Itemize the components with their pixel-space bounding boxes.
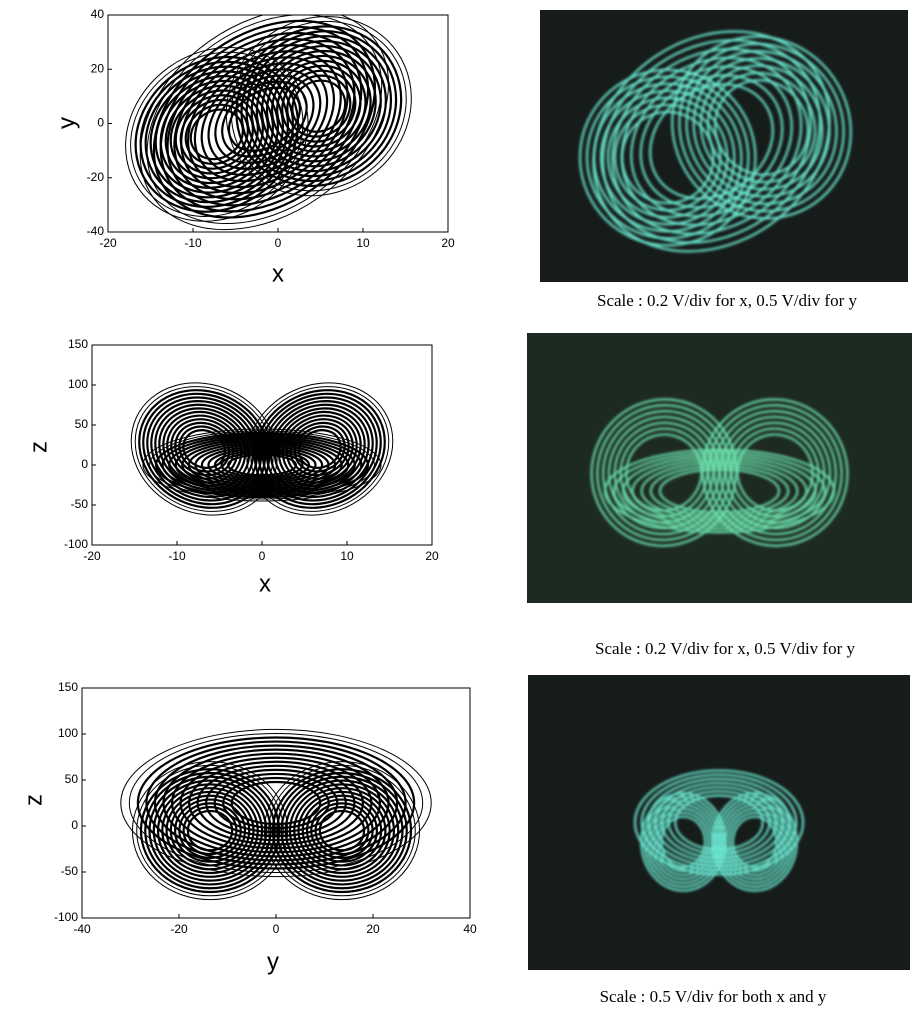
caption: Scale : 0.5 V/div for both x and y (600, 987, 827, 1006)
y-tick-label: 50 (75, 417, 89, 431)
y-tick-label: 40 (91, 7, 105, 21)
x-tick-label: 0 (275, 236, 282, 250)
y-tick-label: 100 (58, 726, 78, 740)
y-tick-label: -100 (54, 910, 78, 924)
plot-frame (82, 688, 470, 918)
x-axis-label: x (272, 260, 284, 287)
y-tick-label: 0 (81, 457, 88, 471)
caption: Scale : 0.2 V/div for x, 0.5 V/div for y (595, 639, 856, 658)
x-tick-label: 0 (259, 549, 266, 563)
x-tick-label: 0 (273, 922, 280, 936)
caption: Scale : 0.2 V/div for x, 0.5 V/div for y (597, 291, 858, 310)
y-axis-label: y (53, 117, 80, 129)
y-tick-label: -20 (87, 170, 105, 184)
x-tick-label: 20 (366, 922, 380, 936)
x-tick-label: -40 (73, 922, 91, 936)
x-tick-label: -10 (168, 549, 186, 563)
trajectory (107, 0, 421, 267)
x-tick-label: 10 (356, 236, 370, 250)
y-tick-label: 20 (91, 61, 105, 75)
x-tick-label: -10 (184, 236, 202, 250)
y-tick-label: -40 (87, 224, 105, 238)
trajectory (98, 19, 335, 250)
y-axis-label: z (25, 441, 52, 453)
x-axis-label: x (259, 570, 271, 597)
x-axis-label: y (267, 948, 279, 975)
figure: Scale : 0.2 V/div for x, 0.5 V/div for y… (0, 0, 913, 1010)
attractor (109, 359, 414, 538)
y-tick-label: 150 (58, 680, 78, 694)
x-tick-label: 10 (340, 549, 354, 563)
y-axis-label: z (20, 794, 47, 806)
y-tick-label: -50 (61, 864, 79, 878)
y-tick-label: 0 (97, 116, 104, 130)
y-tick-label: 100 (68, 377, 88, 391)
y-tick-label: -100 (64, 537, 88, 551)
x-tick-label: -20 (170, 922, 188, 936)
x-tick-label: 20 (441, 236, 455, 250)
x-tick-label: 40 (463, 922, 477, 936)
y-tick-label: -50 (71, 497, 89, 511)
y-tick-label: 0 (71, 818, 78, 832)
x-tick-label: -20 (99, 236, 117, 250)
x-tick-label: -20 (83, 549, 101, 563)
y-tick-label: 50 (65, 772, 79, 786)
trajectory (153, 14, 376, 223)
attractor (121, 729, 431, 899)
x-tick-label: 20 (425, 549, 439, 563)
y-tick-label: 150 (68, 337, 88, 351)
attractor (92, 0, 447, 275)
